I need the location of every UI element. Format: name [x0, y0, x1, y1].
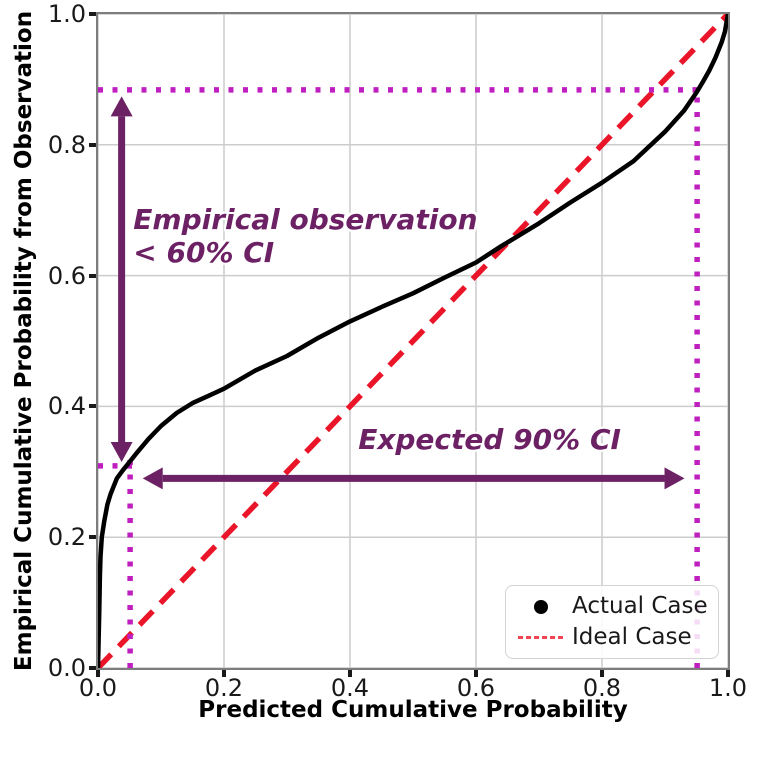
legend-item-label: Actual Case [572, 593, 708, 619]
x-tick-mark [474, 670, 478, 677]
x-tick-label: 0.0 [78, 674, 118, 702]
legend-item-label: Ideal Case [572, 624, 692, 650]
y-tick-label: 0.4 [47, 392, 86, 421]
y-tick-label: 0.2 [47, 523, 86, 552]
x-tick-mark [726, 670, 730, 677]
arrow-head [110, 96, 133, 117]
legend-item: Ideal Case [510, 624, 710, 651]
dashed-line-icon [510, 636, 572, 639]
arrow-head [142, 467, 163, 490]
legend-item: Actual Case [510, 593, 710, 620]
arrow-head [664, 467, 685, 490]
legend: Actual Case Ideal Case [505, 585, 719, 659]
x-tick-label: 0.6 [456, 674, 496, 702]
x-tick-label: 0.8 [582, 674, 622, 702]
x-tick-label: 0.4 [330, 674, 370, 702]
x-tick-label: 1.0 [708, 674, 748, 702]
x-tick-label: 0.2 [204, 674, 244, 702]
y-tick-label: 0.0 [47, 654, 86, 682]
ideal-case-line [98, 14, 728, 668]
y-axis-label: Empirical Cumulative Probability from Ob… [11, 10, 37, 672]
x-tick-mark [348, 670, 352, 677]
plot-area: Empirical observation < 60% CI Expected … [96, 12, 730, 670]
y-tick-mark [89, 142, 96, 147]
plot-svg [98, 14, 728, 668]
x-axis-label: Predicted Cumulative Probability [198, 697, 628, 723]
y-tick-mark [89, 404, 96, 409]
dash-marker-shape [518, 636, 564, 639]
y-tick-mark [89, 12, 96, 16]
y-tick-label: 0.8 [47, 130, 86, 159]
y-tick-mark [89, 273, 96, 278]
x-tick-mark [96, 670, 100, 677]
y-tick-label: 0.6 [47, 261, 86, 290]
annotation-empirical-observation: Empirical observation < 60% CI [133, 203, 478, 270]
annotation-expected-ci: Expected 90% CI [358, 422, 621, 456]
x-tick-mark [600, 670, 604, 677]
dot-marker-icon [510, 599, 572, 614]
x-tick-mark [222, 670, 226, 677]
y-tick-mark [89, 666, 96, 670]
y-tick-mark [89, 535, 96, 540]
dot-marker-shape [534, 599, 548, 614]
arrow-head [110, 441, 133, 462]
y-tick-label: 1.0 [47, 0, 86, 28]
actual-case-curve [98, 14, 728, 668]
